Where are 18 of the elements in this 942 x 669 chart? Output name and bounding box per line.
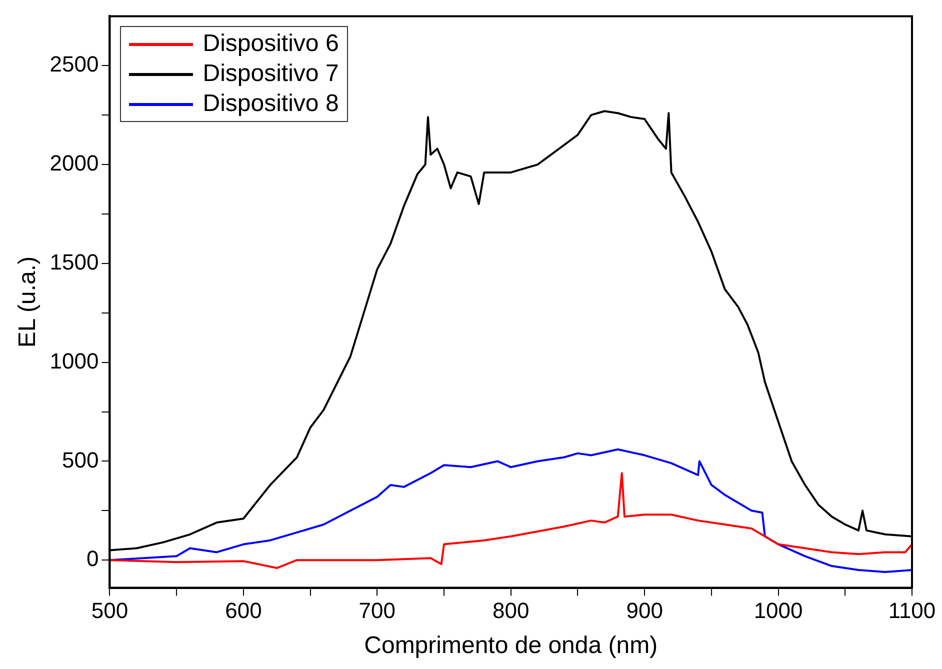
y-tick-label: 0 xyxy=(86,546,99,572)
x-tick-label: 600 xyxy=(225,598,262,624)
legend-label: Dispositivo 7 xyxy=(202,60,339,88)
legend-label: Dispositivo 6 xyxy=(202,30,339,58)
x-tick-label: 500 xyxy=(91,598,128,624)
x-tick-label: 700 xyxy=(358,598,396,624)
x-axis-title: Comprimento de onda (nm) xyxy=(364,632,658,660)
x-tick-label: 800 xyxy=(492,598,530,624)
x-tick-label: 1100 xyxy=(888,598,936,624)
y-tick-label: 1000 xyxy=(50,348,99,374)
y-axis-title: EL (u.a.) xyxy=(14,256,42,348)
x-tick-label: 1000 xyxy=(754,598,803,624)
legend-label: Dispositivo 8 xyxy=(202,90,339,118)
x-tick-label: 900 xyxy=(626,598,663,624)
y-tick-label: 500 xyxy=(62,447,99,472)
y-tick-label: 2000 xyxy=(50,150,99,176)
y-tick-label: 1500 xyxy=(50,249,99,274)
y-tick-label: 2500 xyxy=(50,52,99,77)
